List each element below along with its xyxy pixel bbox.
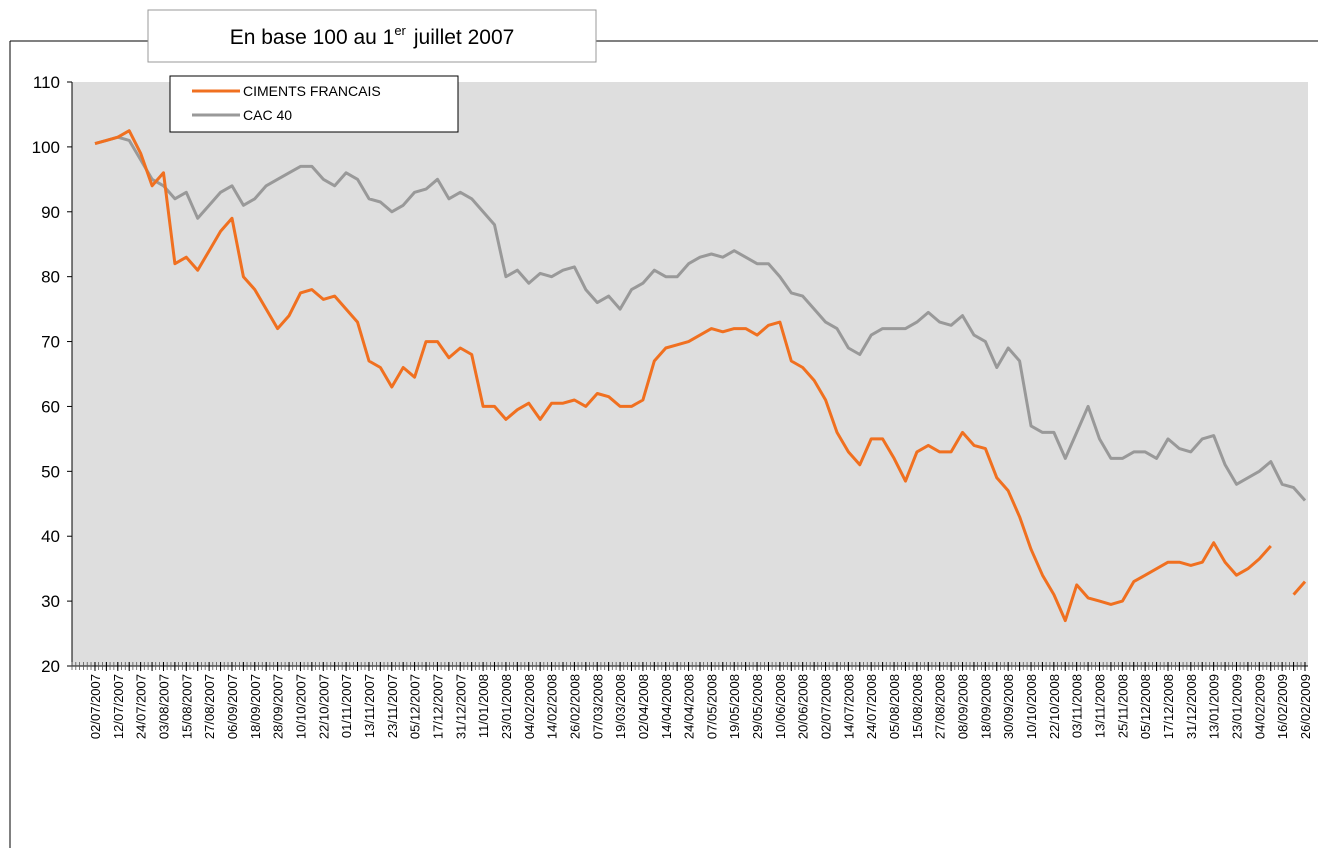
x-tick-label: 26/02/2009	[1298, 674, 1313, 739]
x-tick-label: 18/09/2008	[978, 674, 993, 739]
x-tick-label: 25/11/2008	[1115, 674, 1130, 738]
x-tick-label: 23/01/2009	[1230, 674, 1245, 739]
x-tick-label: 14/02/2008	[545, 674, 560, 739]
x-tick-label: 13/11/2008	[1093, 674, 1108, 738]
x-tick-label: 10/10/2008	[1024, 674, 1039, 739]
x-tick-label: 12/07/2007	[111, 674, 126, 739]
x-tick-label: 31/12/2008	[1184, 674, 1199, 739]
x-tick-label: 13/11/2007	[362, 674, 377, 738]
x-tick-label: 02/07/2008	[819, 674, 834, 739]
x-tick-label: 14/04/2008	[659, 674, 674, 739]
x-tick-label: 26/02/2008	[567, 674, 582, 739]
y-tick-label: 80	[41, 268, 60, 287]
x-tick-label: 23/11/2007	[385, 674, 400, 738]
x-tick-label: 15/08/2008	[910, 674, 925, 739]
x-tick-label: 23/01/2008	[499, 674, 514, 739]
title-text: En base 100 au 1	[230, 26, 395, 49]
x-tick-label: 04/02/2009	[1252, 674, 1267, 739]
x-tick-label: 10/10/2007	[293, 674, 308, 739]
series-line	[94, 135, 1307, 502]
x-tick-label: 16/02/2009	[1275, 674, 1290, 739]
x-tick-label: 24/07/2007	[134, 674, 149, 739]
x-tick-label: 28/09/2007	[271, 674, 286, 739]
x-tick-label: 17/12/2008	[1161, 674, 1176, 739]
y-tick-label: 60	[41, 397, 60, 416]
x-tick-label: 07/05/2008	[704, 674, 719, 739]
x-tick-label: 06/09/2007	[225, 674, 240, 739]
x-tick-label: 05/12/2008	[1138, 674, 1153, 739]
x-tick-label: 03/08/2007	[156, 674, 171, 739]
y-tick-label: 70	[41, 333, 60, 352]
legend	[169, 75, 459, 133]
series-line	[94, 129, 1307, 623]
x-tick-label: 19/03/2008	[613, 674, 628, 739]
x-tick-label: 29/05/2008	[750, 674, 765, 739]
y-tick-label: 110	[33, 73, 60, 92]
x-tick-label: 27/08/2008	[933, 674, 948, 739]
x-tick-label: 05/08/2008	[887, 674, 902, 739]
x-tick-label: 20/06/2008	[796, 674, 811, 739]
x-tick-label: 13/01/2009	[1207, 674, 1222, 739]
x-tick-label: 07/03/2008	[590, 674, 605, 739]
x-tick-label: 24/07/2008	[864, 674, 879, 739]
x-tick-label: 02/04/2008	[636, 674, 651, 739]
x-tick-label: 27/08/2007	[202, 674, 217, 739]
x-tick-label: 30/09/2008	[1001, 674, 1016, 739]
title-box	[147, 9, 597, 63]
y-tick-label: 100	[32, 138, 60, 157]
x-tick-label: 18/09/2007	[248, 674, 263, 739]
chart-title: En base 100 au 1er juillet 2007	[230, 23, 515, 49]
y-tick-label: 50	[41, 462, 60, 481]
y-tick-label: 20	[41, 657, 60, 676]
x-tick-label: 17/12/2007	[430, 674, 445, 739]
y-tick-label: 90	[41, 203, 60, 222]
x-tick-label: 08/09/2008	[956, 674, 971, 739]
legend-label: CAC 40	[243, 107, 292, 123]
x-tick-label: 11/01/2008	[476, 674, 491, 738]
x-tick-label: 24/04/2008	[682, 674, 697, 739]
x-tick-label: 22/10/2008	[1047, 674, 1062, 739]
x-tick-label: 31/12/2007	[453, 674, 468, 739]
legend-label: CIMENTS FRANCAIS	[243, 83, 381, 99]
x-tick-label: 22/10/2007	[316, 674, 331, 739]
plot-area	[72, 82, 1308, 666]
y-tick-label: 40	[41, 527, 60, 546]
title-text: juillet 2007	[413, 26, 514, 49]
x-tick-label: 02/07/2007	[88, 674, 103, 739]
x-tick-label: 01/11/2007	[339, 674, 354, 738]
x-tick-label: 15/08/2007	[179, 674, 194, 739]
x-tick-label: 10/06/2008	[773, 674, 788, 739]
x-tick-label: 03/11/2008	[1070, 674, 1085, 738]
x-tick-label: 05/12/2007	[408, 674, 423, 739]
x-tick-label: 19/05/2008	[727, 674, 742, 739]
x-tick-label: 04/02/2008	[522, 674, 537, 739]
y-tick-label: 30	[41, 592, 60, 611]
x-tick-label: 14/07/2008	[841, 674, 856, 739]
title-superscript: er	[394, 23, 406, 38]
